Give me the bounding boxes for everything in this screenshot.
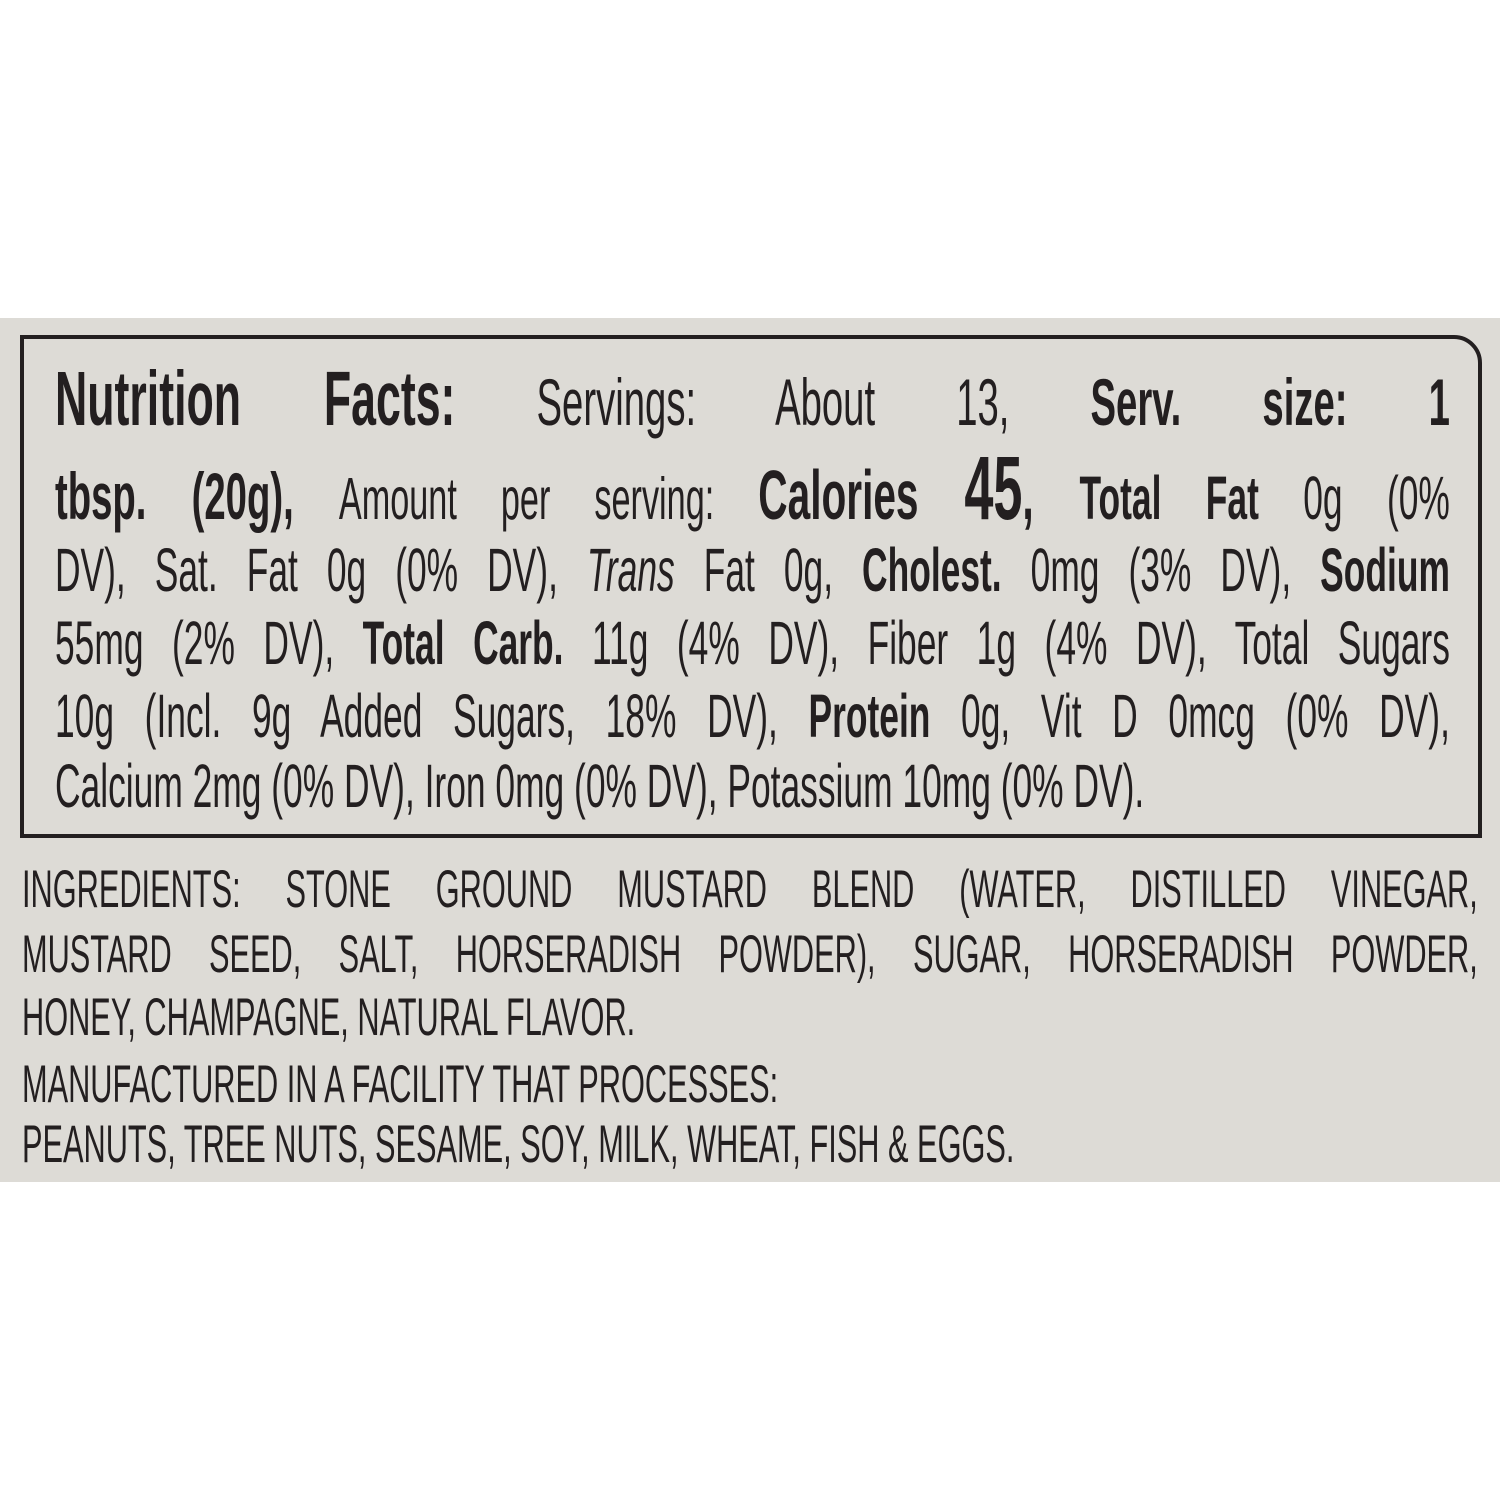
nutrition-facts-line: 55mg (2% DV), Total Carb. 11g (4% DV), F… [55,613,1450,674]
allergen-line: PEANUTS, TREE NUTS, SESAME, SOY, MILK, W… [22,1115,1015,1174]
nutrition-facts-segment: 11g (4% DV), Fiber 1g (4% DV), Total Sug… [563,609,1450,677]
nutrition-facts-segment: DV), Sat. Fat 0g (0% DV), [55,536,587,604]
nutrition-facts-segment: Protein [808,682,931,750]
label-panel [0,318,1500,1182]
nutrition-facts-segment: 45 [964,439,1023,539]
nutrition-facts-segment: Total Fat [1079,464,1304,532]
nutrition-facts-segment: 0mg (3% DV), [1001,536,1321,604]
nutrition-facts-segment: Calcium 2mg (0% DV), Iron 0mg (0% DV), P… [55,752,1145,820]
nutrition-facts-segment: Nutrition Facts: [55,356,456,442]
nutrition-facts-segment: 10g (Incl. 9g Added Sugars, 18% DV), [55,682,809,750]
nutrition-facts-segment: Fat 0g, [674,536,863,604]
nutrition-facts-line: Calcium 2mg (0% DV), Iron 0mg (0% DV), P… [55,756,1450,817]
nutrition-facts-segment: 55mg (2% DV), [55,609,363,677]
nutrition-facts-segment: Cholest. [862,536,1002,604]
nutrition-facts-line: tbsp. (20g), Amount per serving: Calorie… [55,444,1450,534]
nutrition-facts-segment: Servings: About 13, [455,365,1091,439]
ingredients-line: HONEY, CHAMPAGNE, NATURAL FLAVOR. [22,988,636,1047]
ingredients-line: INGREDIENTS: STONE GROUND MUSTARD BLEND … [22,860,1478,919]
nutrition-facts-line: Nutrition Facts: Servings: About 13, Ser… [55,361,1450,438]
nutrition-facts-line: DV), Sat. Fat 0g (0% DV), Trans Fat 0g, … [55,540,1450,601]
nutrition-facts-segment: Sodium [1320,536,1450,604]
nutrition-facts-segment: Serv. size: 1 [1090,365,1450,439]
ingredients-line: MUSTARD SEED, SALT, HORSERADISH POWDER),… [22,925,1478,984]
nutrition-facts-segment: Amount per serving: [338,466,759,532]
nutrition-facts-segment: 0g (0% [1303,464,1450,532]
nutrition-facts-line: 10g (Incl. 9g Added Sugars, 18% DV), Pro… [55,686,1450,747]
nutrition-facts-box [20,335,1482,838]
nutrition-facts-segment: , [1022,456,1080,534]
allergen-line: MANUFACTURED IN A FACILITY THAT PROCESSE… [22,1055,779,1114]
nutrition-facts-segment: Calories [758,456,965,534]
nutrition-facts-segment: tbsp. (20g), [55,459,339,533]
nutrition-facts-segment: Trans [586,536,675,604]
nutrition-facts-segment: Total Carb. [362,609,564,677]
nutrition-facts-segment: 0g, Vit D 0mcg (0% DV), [930,682,1450,750]
